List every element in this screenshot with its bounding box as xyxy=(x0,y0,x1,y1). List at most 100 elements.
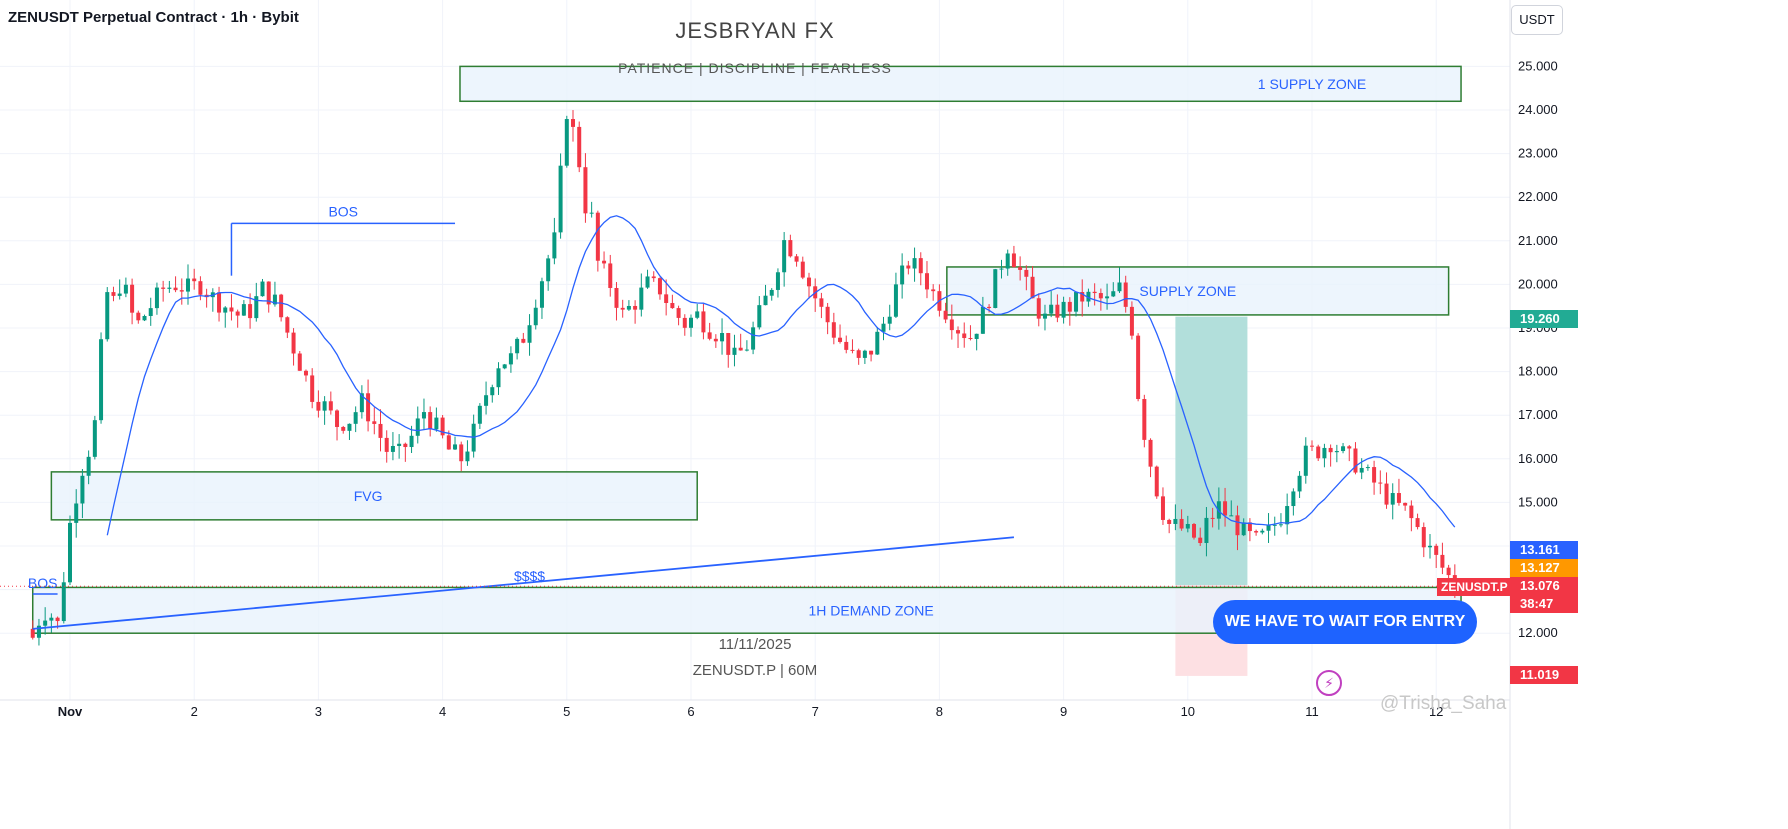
candle-body xyxy=(987,306,992,308)
candle-body xyxy=(1409,505,1414,519)
candle-body xyxy=(962,333,967,339)
ma-price-tag: 13.161 xyxy=(1510,541,1578,559)
candle-body xyxy=(1434,545,1439,555)
candle-body xyxy=(924,273,929,290)
candle-body xyxy=(707,332,712,339)
candle-body xyxy=(55,617,60,622)
lightning-icon[interactable]: ⚡ xyxy=(1316,670,1342,696)
candle-body xyxy=(86,456,91,476)
candle-body xyxy=(484,395,489,406)
candle-body xyxy=(61,582,66,622)
candle-body xyxy=(595,212,600,261)
candle-body xyxy=(1049,304,1054,314)
candle-body xyxy=(775,272,780,290)
candle-body xyxy=(999,268,1004,270)
candle-body xyxy=(1111,291,1116,297)
candle-body xyxy=(664,294,669,303)
candle-body xyxy=(148,308,153,317)
candle-body xyxy=(92,420,97,457)
candle-body xyxy=(1198,537,1203,544)
candle-body xyxy=(366,393,371,422)
zone-box xyxy=(459,65,1462,103)
candle-body xyxy=(285,317,290,333)
candle-body xyxy=(1421,527,1426,548)
candle-body xyxy=(744,349,749,351)
candle-body xyxy=(1055,304,1060,318)
candle-body xyxy=(1378,482,1383,484)
candle-body xyxy=(626,305,631,310)
x-tick-label: 10 xyxy=(1181,704,1195,719)
x-tick-label: 6 xyxy=(687,704,694,719)
candle-body xyxy=(589,212,594,214)
candle-body xyxy=(434,417,439,430)
candle-body xyxy=(446,435,451,450)
candle-body xyxy=(893,284,898,317)
stop-price-tag: 11.019 xyxy=(1510,666,1578,684)
zone-label: SUPPLY ZONE xyxy=(1139,283,1236,299)
candle-body xyxy=(421,412,426,419)
candle-body xyxy=(900,265,905,285)
candle-body xyxy=(80,475,85,504)
candle-body xyxy=(558,165,563,233)
candle-body xyxy=(173,287,178,291)
candle-body xyxy=(682,317,687,328)
y-tick-label: 22.000 xyxy=(1518,189,1558,204)
candle-body xyxy=(1322,447,1327,459)
candle-body xyxy=(1024,269,1029,277)
candle-body xyxy=(1074,292,1079,312)
candle-body xyxy=(1179,518,1184,529)
candle-body xyxy=(123,284,128,294)
countdown-tag: 38:47 xyxy=(1510,595,1578,613)
y-tick-label: 17.000 xyxy=(1518,407,1558,422)
candle-body xyxy=(130,284,135,313)
x-tick-label: 3 xyxy=(315,704,322,719)
candle-body xyxy=(328,401,333,411)
candle-body xyxy=(875,331,880,355)
y-tick-label: 24.000 xyxy=(1518,102,1558,117)
y-tick-label: 16.000 xyxy=(1518,451,1558,466)
candle-body xyxy=(167,287,172,289)
candle-body xyxy=(1154,466,1159,497)
candle-body xyxy=(521,338,526,343)
candle-body xyxy=(154,287,159,309)
candle-body xyxy=(1136,335,1141,400)
candle-body xyxy=(490,387,495,396)
candle-body xyxy=(1260,530,1265,533)
candle-body xyxy=(732,347,737,355)
candle-body xyxy=(1123,282,1128,307)
candle-body xyxy=(1061,301,1066,318)
candle-body xyxy=(1223,501,1228,516)
candle-body xyxy=(136,312,141,321)
candle-body xyxy=(1297,475,1302,492)
wait-entry-note[interactable]: WE HAVE TO WAIT FOR ENTRY xyxy=(1213,600,1477,644)
candle-body xyxy=(869,350,874,355)
candle-body xyxy=(291,332,296,354)
candle-body xyxy=(552,232,557,259)
x-tick-label: 9 xyxy=(1060,704,1067,719)
candle-body xyxy=(1247,522,1252,532)
liquidity-label: $$$$ xyxy=(514,568,545,584)
candle-body xyxy=(726,333,731,355)
currency-button[interactable]: USDT xyxy=(1511,5,1563,35)
candle-body xyxy=(645,276,650,288)
candle-body xyxy=(1167,519,1172,524)
candle-body xyxy=(862,350,867,358)
candle-body xyxy=(279,294,284,318)
y-tick-label: 25.000 xyxy=(1518,58,1558,73)
moving-average-line xyxy=(106,215,1456,536)
candle-body xyxy=(1390,493,1395,505)
author-credit: @Trisha_Saha xyxy=(1380,693,1507,714)
symbol-price-tag: ZENUSDT.P xyxy=(1437,578,1512,596)
candle-body xyxy=(347,423,352,431)
candle-body xyxy=(943,310,948,320)
candle-body xyxy=(384,437,389,452)
candle-body xyxy=(1018,267,1023,270)
candle-body xyxy=(670,302,675,309)
x-tick-label: 2 xyxy=(191,704,198,719)
zone-label: 1 SUPPLY ZONE xyxy=(1258,76,1366,92)
candle-body xyxy=(676,308,681,318)
zone-box xyxy=(50,471,698,521)
candle-body xyxy=(1403,502,1408,506)
y-tick-label: 23.000 xyxy=(1518,146,1558,161)
